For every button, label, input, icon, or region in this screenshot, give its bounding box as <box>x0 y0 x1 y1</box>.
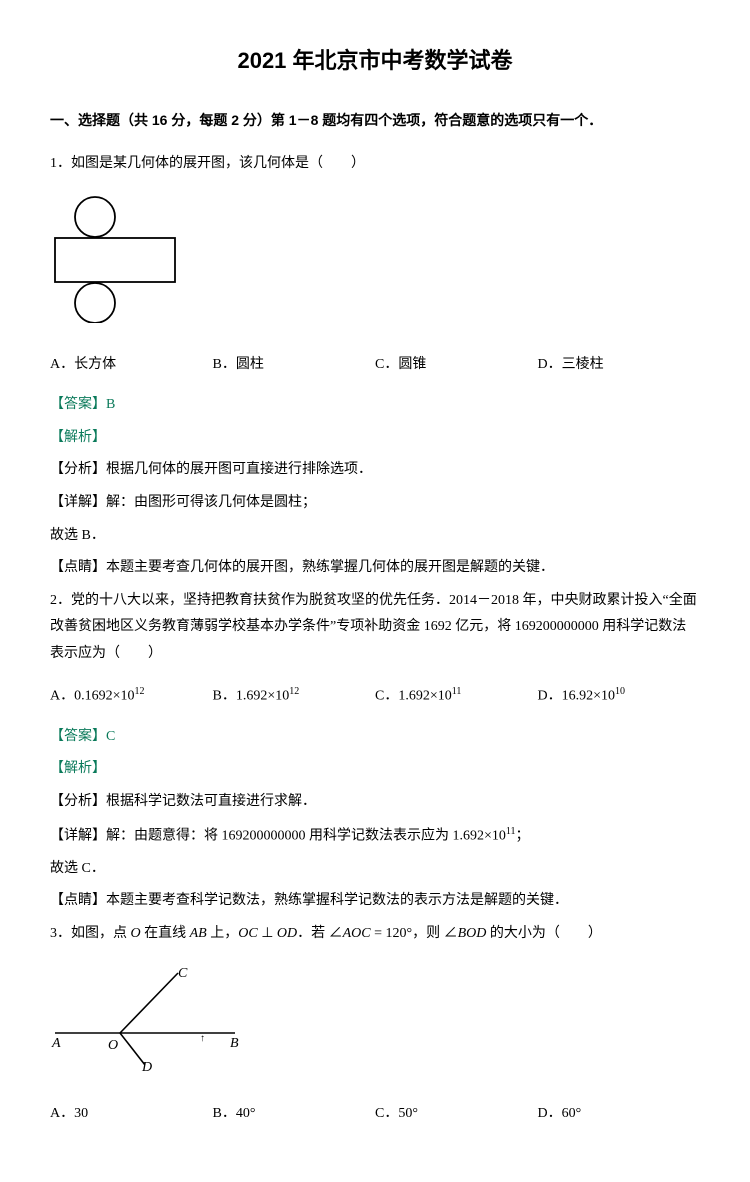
q3-stem: 3．如图，点 O 在直线 AB 上，OC ⊥ OD．若 ∠AOC = 120°，… <box>50 921 700 948</box>
q3-OD: OD <box>277 926 297 941</box>
q2-fenxi: 【分析】根据科学记数法可直接进行求解． <box>50 789 700 816</box>
page-title: 2021 年北京市中考数学试卷 <box>50 40 700 82</box>
q1-dianjing: 【点睛】本题主要考查几何体的展开图，熟练掌握几何体的展开图是解题的关键． <box>50 555 700 582</box>
q3-OC: OC <box>238 926 257 941</box>
q2-option-d: D．16.92×1010 <box>538 682 701 710</box>
q1-option-c: C．圆锥 <box>375 352 538 379</box>
q1-fenxi: 【分析】根据几何体的展开图可直接进行排除选项． <box>50 457 700 484</box>
q1-options: A．长方体 B．圆柱 C．圆锥 D．三棱柱 <box>50 352 700 379</box>
q2-dianjing: 【点睛】本题主要考查科学记数法，熟练掌握科学记数法的表示方法是解题的关键． <box>50 888 700 915</box>
q2-c-text: C．1.692×10 <box>375 688 452 703</box>
q2-d-text: D．16.92×10 <box>538 688 616 703</box>
q2-xiangjie-pre: 【详解】解：由题意得：将 169200000000 用科学记数法表示应为 1.6… <box>50 828 506 843</box>
q2-c-sup: 11 <box>452 686 462 697</box>
q3-BOD: BOD <box>458 926 487 941</box>
q2-xiangjie: 【详解】解：由题意得：将 169200000000 用科学记数法表示应为 1.6… <box>50 822 700 850</box>
q1-jiexi-label: 【解析】 <box>50 425 700 452</box>
q3-t5: 的大小为（ ） <box>486 926 602 941</box>
q3-option-b: B．40° <box>213 1101 376 1128</box>
q1-option-d: D．三棱柱 <box>538 352 701 379</box>
q2-option-c: C．1.692×1011 <box>375 682 538 710</box>
q3-O: O <box>131 926 141 941</box>
q1-option-b: B．圆柱 <box>213 352 376 379</box>
q3-t1: 在直线 <box>141 926 190 941</box>
q2-xiangjie-sup: 11 <box>506 826 516 837</box>
q3-t2: 上， <box>207 926 239 941</box>
q3-AB: AB <box>190 926 207 941</box>
svg-text:↑: ↑ <box>200 1033 205 1044</box>
q2-d-sup: 10 <box>615 686 625 697</box>
q2-b-sup: 12 <box>289 686 299 697</box>
q2-option-b: B．1.692×1012 <box>213 682 376 710</box>
q3-perp: ⊥ <box>258 926 277 941</box>
q3-t3: ．若 ∠ <box>297 926 343 941</box>
q3-fig-B: B <box>230 1036 239 1051</box>
q3-option-c: C．50° <box>375 1101 538 1128</box>
q2-stem: 2．党的十八大以来，坚持把教育扶贫作为脱贫攻坚的优先任务．2014－2018 年… <box>50 588 700 668</box>
q3-fig-O: O <box>108 1038 118 1053</box>
q3-option-d: D．60° <box>538 1101 701 1128</box>
q3-option-a: A．30 <box>50 1101 213 1128</box>
q1-stem: 1．如图是某几何体的展开图，该几何体是（ ） <box>50 151 700 178</box>
q2-jiexi-label: 【解析】 <box>50 756 700 783</box>
q2-option-a: A．0.1692×1012 <box>50 682 213 710</box>
q1-figure <box>50 193 700 334</box>
q2-options: A．0.1692×1012 B．1.692×1012 C．1.692×1011 … <box>50 682 700 710</box>
q1-xiangjie: 【详解】解：由图形可得该几何体是圆柱； <box>50 490 700 517</box>
q3-t4: = 120°，则 ∠ <box>371 926 458 941</box>
q3-options: A．30 B．40° C．50° D．60° <box>50 1101 700 1128</box>
q3-AOC: AOC <box>343 926 371 941</box>
q1-guxuan: 故选 B． <box>50 523 700 550</box>
q3-fig-D: D <box>141 1060 152 1073</box>
q2-xiangjie-post: ； <box>516 828 530 843</box>
q3-figure: A O B C D ↑ <box>50 963 700 1084</box>
q2-b-text: B．1.692×10 <box>213 688 290 703</box>
q2-a-sup: 12 <box>135 686 145 697</box>
q3-t0: 3．如图，点 <box>50 926 131 941</box>
q2-guxuan: 故选 C． <box>50 856 700 883</box>
q3-fig-A: A <box>51 1036 61 1051</box>
q1-option-a: A．长方体 <box>50 352 213 379</box>
q2-answer: 【答案】C <box>50 724 700 751</box>
q3-fig-C: C <box>178 966 188 981</box>
q2-a-text: A．0.1692×10 <box>50 688 135 703</box>
section-heading: 一、选择题（共 16 分，每题 2 分）第 1－8 题均有四个选项，符合题意的选… <box>50 107 700 134</box>
q1-answer: 【答案】B <box>50 392 700 419</box>
